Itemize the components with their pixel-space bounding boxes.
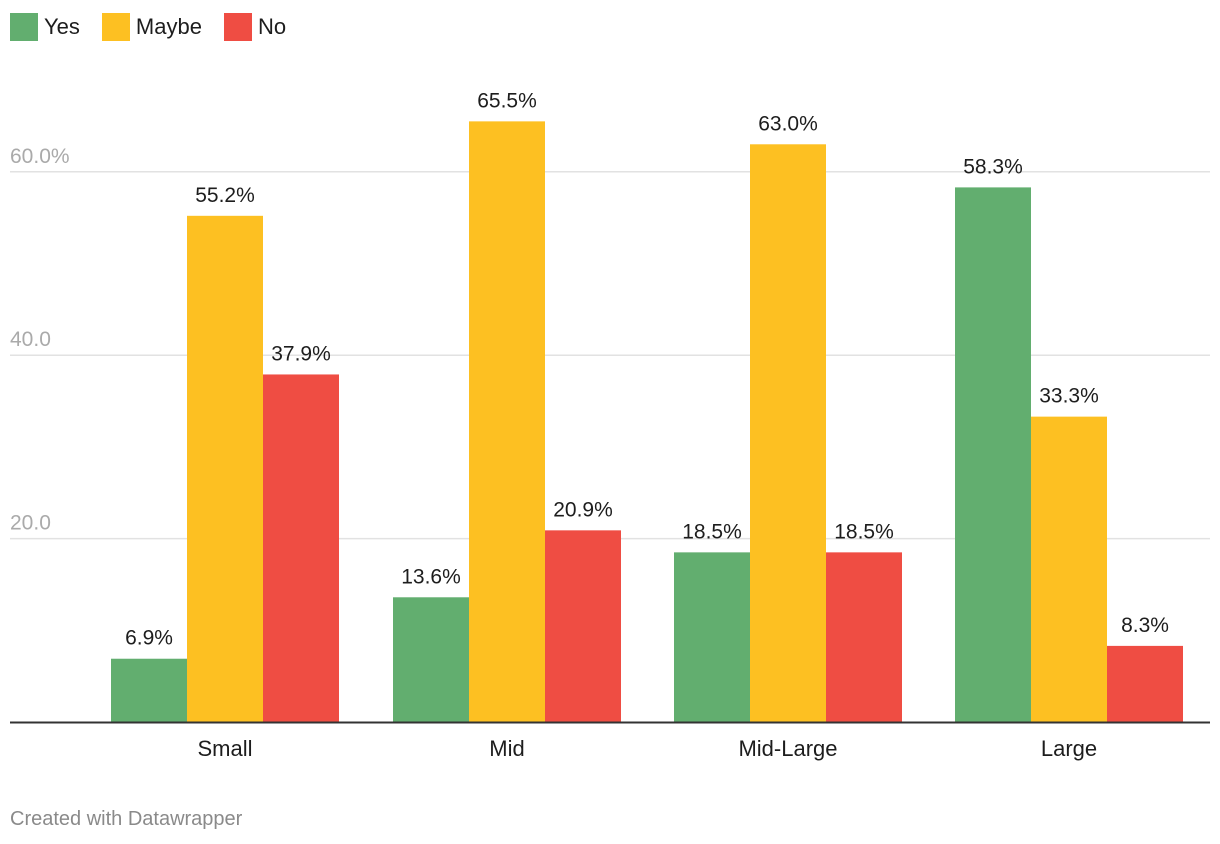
legend-label: Yes — [44, 14, 80, 39]
bar-maybe-mid — [469, 121, 545, 723]
y-tick-label: 40.0 — [10, 328, 51, 351]
x-tick-label: Mid-Large — [738, 736, 837, 761]
data-label: 8.3% — [1121, 614, 1169, 637]
y-tick-label: 20.0 — [10, 512, 51, 535]
legend-item-maybe: Maybe — [101, 12, 202, 42]
bar-yes-mid-large — [674, 552, 750, 722]
data-label: 20.9% — [553, 498, 613, 521]
bar-yes-small — [111, 658, 187, 722]
data-label: 18.5% — [682, 520, 742, 543]
x-tick-label: Large — [1041, 736, 1097, 761]
footer-credit: Created with Datawrapper — [10, 808, 243, 830]
data-label: 18.5% — [834, 520, 894, 543]
bar-maybe-mid-large — [750, 144, 826, 723]
bar-no-mid — [545, 530, 621, 722]
legend-swatch — [10, 13, 38, 41]
legend-item-no: No — [223, 12, 287, 42]
y-tick-label: 60.0% — [10, 145, 70, 168]
chart-legend: Yes Maybe No — [10, 12, 286, 42]
bar-no-large — [1107, 645, 1183, 722]
legend-label: No — [257, 14, 287, 39]
data-label: 65.5% — [477, 89, 537, 112]
data-label: 6.9% — [125, 627, 173, 650]
legend-swatch — [223, 13, 252, 41]
bar-yes-large — [955, 187, 1031, 722]
legend-swatch — [101, 13, 130, 41]
data-label: 33.3% — [1039, 385, 1099, 408]
data-label: 55.2% — [195, 184, 255, 207]
bar-maybe-small — [187, 215, 263, 723]
legend-item-yes: Yes — [10, 12, 80, 42]
legend-label: Maybe — [135, 14, 202, 39]
bar-yes-mid — [393, 597, 469, 722]
bar-no-small — [263, 374, 339, 722]
data-label: 13.6% — [401, 565, 461, 588]
data-label: 58.3% — [963, 155, 1023, 178]
data-label: 37.9% — [271, 342, 331, 365]
bar-chart: 20.0 40.0 60.0% 6.9% 55.2% 37.9% Small 13.6% 65.… — [10, 89, 1210, 761]
x-tick-label: Small — [197, 736, 252, 761]
x-tick-label: Mid — [489, 736, 524, 761]
data-label: 63.0% — [758, 112, 818, 135]
bar-no-mid-large — [826, 552, 902, 722]
bar-maybe-large — [1031, 416, 1107, 722]
